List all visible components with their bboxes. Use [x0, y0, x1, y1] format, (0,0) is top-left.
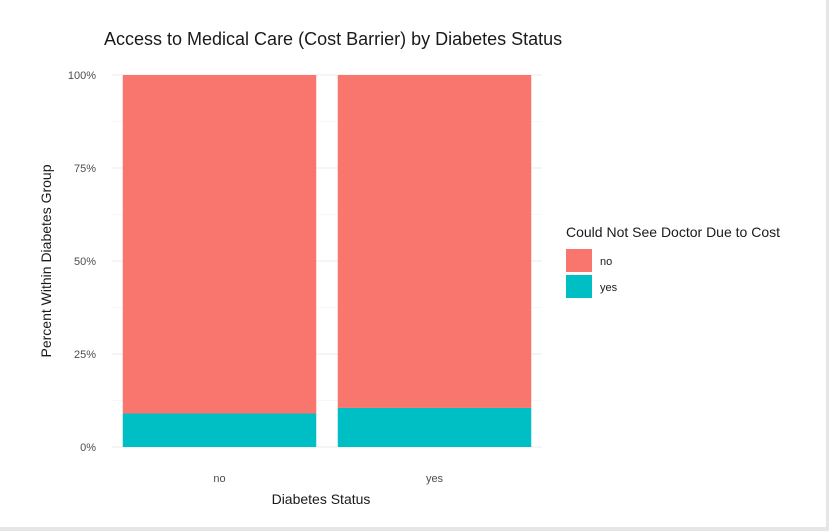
legend: Could Not See Doctor Due to Cost no yes	[566, 224, 780, 298]
x-axis-ticks: no yes	[213, 473, 443, 485]
legend-items: no yes	[566, 249, 618, 298]
legend-swatch-yes	[566, 275, 592, 298]
chart-title: Access to Medical Care (Cost Barrier) by…	[104, 29, 562, 49]
legend-label-no: no	[600, 256, 612, 268]
legend-label-yes: yes	[600, 282, 618, 294]
bar-segment-yes-yes	[337, 407, 532, 447]
x-tick-label: yes	[426, 473, 444, 485]
bars	[122, 75, 532, 447]
bar-segment-yes-no	[337, 75, 532, 408]
x-tick-label: no	[213, 473, 225, 485]
y-tick-label: 50%	[74, 256, 96, 268]
frame-right-edge	[826, 0, 829, 531]
y-tick-label: 75%	[74, 163, 96, 175]
legend-title: Could Not See Doctor Due to Cost	[566, 224, 780, 240]
y-tick-label: 100%	[68, 70, 96, 82]
y-tick-label: 25%	[74, 349, 96, 361]
y-tick-label: 0%	[80, 442, 96, 454]
legend-swatch-no	[566, 249, 592, 272]
y-axis-ticks: 0% 25% 50% 75% 100%	[68, 70, 96, 454]
x-axis-label: Diabetes Status	[272, 491, 371, 507]
bar-segment-no-no	[122, 75, 317, 414]
bar-segment-no-yes	[122, 413, 317, 447]
frame-bottom-edge	[0, 527, 829, 531]
y-axis-label: Percent Within Diabetes Group	[38, 164, 54, 357]
